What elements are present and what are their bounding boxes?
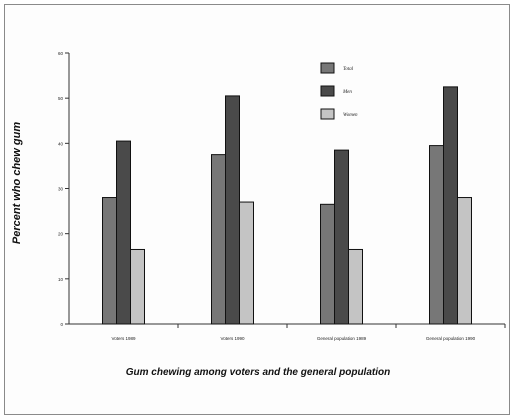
y-tick-label: 40 (58, 141, 64, 146)
bar-women (239, 201, 254, 325)
bar-total (102, 197, 117, 325)
x-tick-label: Voters 1989 (111, 336, 136, 341)
legend-swatch-men (320, 85, 335, 97)
chart-frame (4, 4, 510, 415)
legend-label-men: Men (342, 90, 352, 95)
y-tick-label: 10 (58, 277, 64, 282)
bar-men (443, 86, 458, 325)
y-tick-label: 60 (58, 51, 64, 56)
bar-men (334, 149, 349, 325)
bar-men (225, 95, 240, 325)
y-tick-label: 50 (58, 96, 64, 101)
chart-caption: Gum chewing among voters and the general… (125, 367, 391, 378)
legend-label-women: Women (343, 113, 358, 118)
bar-total (429, 145, 444, 325)
bar-women (130, 248, 145, 325)
bar-men (116, 140, 131, 325)
bar-women (348, 248, 363, 325)
bar-total (320, 203, 335, 325)
x-tick-label: General population 1990 (426, 336, 476, 341)
legend-label-total: Total (343, 67, 354, 72)
x-tick-label: Voters 1990 (220, 336, 245, 341)
x-tick-label: General population 1989 (317, 336, 367, 341)
y-tick-label: 20 (58, 232, 64, 237)
y-tick-label: 30 (58, 187, 64, 192)
y-axis-label: Percent who chew gum (11, 121, 23, 245)
bar-women (457, 197, 472, 325)
y-tick-label: 0 (60, 322, 63, 327)
legend-swatch-total (320, 62, 335, 74)
bar-total (211, 154, 226, 325)
legend-swatch-women (320, 108, 335, 120)
